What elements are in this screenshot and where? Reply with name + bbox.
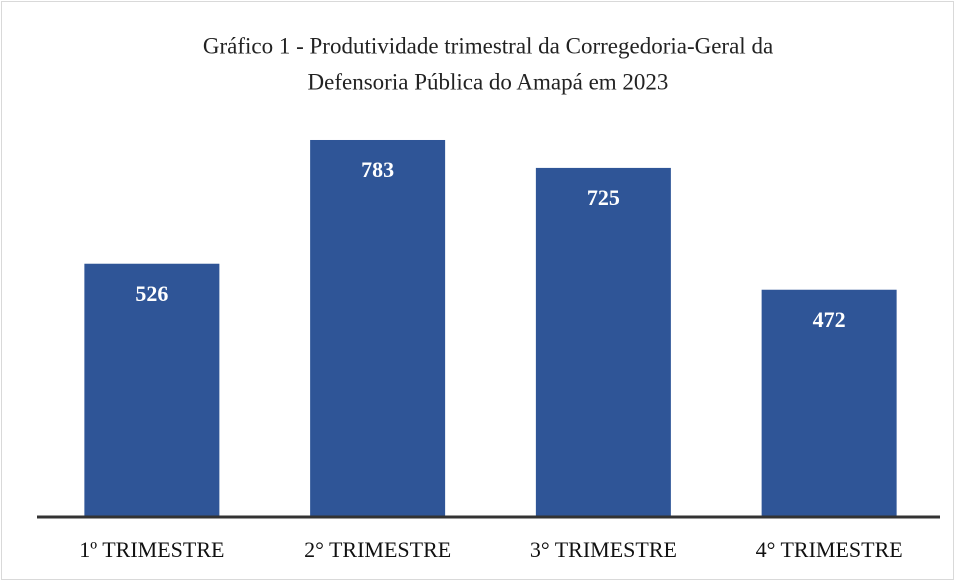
x-tick-label: 2° TRIMESTRE	[304, 537, 451, 562]
chart-title: Gráfico 1 - Produtividade trimestral da …	[203, 33, 773, 58]
x-tick-label: 4° TRIMESTRE	[756, 537, 903, 562]
x-tick-label: 3° TRIMESTRE	[530, 537, 677, 562]
value-label: 725	[587, 185, 620, 210]
value-label: 472	[813, 307, 846, 332]
bar	[84, 263, 220, 517]
bar	[761, 289, 897, 517]
value-label: 783	[361, 157, 394, 182]
chart-title: Defensoria Pública do Amapá em 2023	[308, 69, 669, 94]
bar	[310, 139, 446, 517]
value-label: 526	[135, 281, 168, 306]
bar	[535, 167, 671, 517]
x-tick-label: 1º TRIMESTRE	[79, 537, 224, 562]
